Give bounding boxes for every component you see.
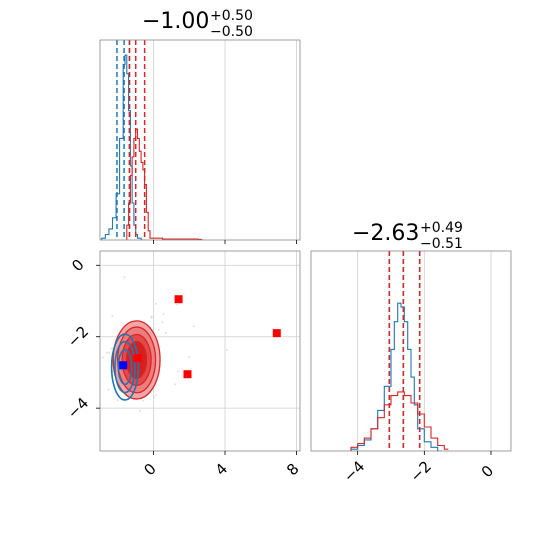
scatter-point-1 — [133, 354, 142, 363]
ytick-label-param2-0: −4 — [64, 394, 92, 422]
xtick-label-param2-0: −4 — [340, 457, 368, 485]
marginal1-title: −1.00 +0.50 −0.50 — [142, 8, 253, 40]
histogram-m1-blue — [101, 54, 146, 240]
sample-point — [110, 347, 113, 350]
marginal1-panel — [99, 39, 301, 244]
sample-point — [108, 351, 111, 354]
marginal2-panel — [310, 250, 512, 452]
blue-contour-1 — [114, 340, 136, 394]
marginal2-title: −2.63 +0.49 −0.51 — [352, 220, 463, 252]
xtick-label-param1-0: 0 — [140, 460, 159, 479]
sample-point — [155, 394, 158, 397]
sample-point — [157, 328, 160, 331]
title1-upper: +0.50 — [210, 8, 253, 24]
sample-point — [105, 351, 108, 354]
xtick-label-param1-2: 8 — [283, 460, 302, 479]
sample-point — [164, 331, 167, 334]
title1-lower: −0.50 — [210, 24, 253, 40]
histogram-m2-red — [350, 391, 449, 451]
scatter-point-3 — [183, 370, 192, 379]
frame-2d — [99, 250, 301, 452]
ytick-label-param2-1: −2 — [64, 323, 92, 351]
sample-point — [101, 356, 104, 359]
sample-point — [142, 399, 145, 402]
xtick-label-param2-2: 0 — [478, 462, 497, 481]
blue-contour-0 — [110, 333, 140, 401]
title2-lower: −0.51 — [420, 236, 463, 252]
sample-point — [123, 276, 126, 279]
sample-point — [107, 388, 110, 391]
blue-contour-2 — [117, 349, 133, 386]
xtick-label-param2-1: −2 — [407, 457, 435, 485]
histogram-m2-blue — [350, 302, 442, 451]
sample-point — [174, 383, 177, 386]
frame-m1 — [99, 39, 301, 241]
scatter-point-4 — [272, 329, 281, 338]
scatter-point-0 — [119, 361, 128, 370]
sample-point — [152, 396, 155, 399]
sample-point — [92, 316, 94, 318]
xtick-label-param1-1: 4 — [212, 460, 231, 479]
sample-point — [162, 313, 165, 316]
sample-point — [177, 370, 180, 373]
title2-value: −2.63 — [352, 221, 419, 246]
sample-point — [225, 349, 228, 352]
scatter-point-2 — [174, 295, 183, 304]
sample-point — [176, 303, 179, 306]
frame-m2 — [310, 250, 512, 452]
sample-point — [150, 315, 153, 318]
sample-point — [92, 397, 94, 399]
histogram-m1-red — [126, 128, 203, 240]
sample-point — [111, 315, 114, 318]
ytick-label-param2-2: 0 — [68, 256, 87, 275]
sample-point — [116, 399, 119, 402]
sample-point — [188, 356, 191, 359]
sample-point — [155, 302, 158, 305]
title1-value: −1.00 — [142, 9, 209, 34]
joint-panel — [88, 250, 301, 452]
sample-point — [192, 325, 195, 328]
sample-point — [138, 409, 141, 412]
title2-upper: +0.49 — [420, 220, 463, 236]
sample-point — [161, 321, 164, 324]
sample-point — [88, 286, 90, 288]
